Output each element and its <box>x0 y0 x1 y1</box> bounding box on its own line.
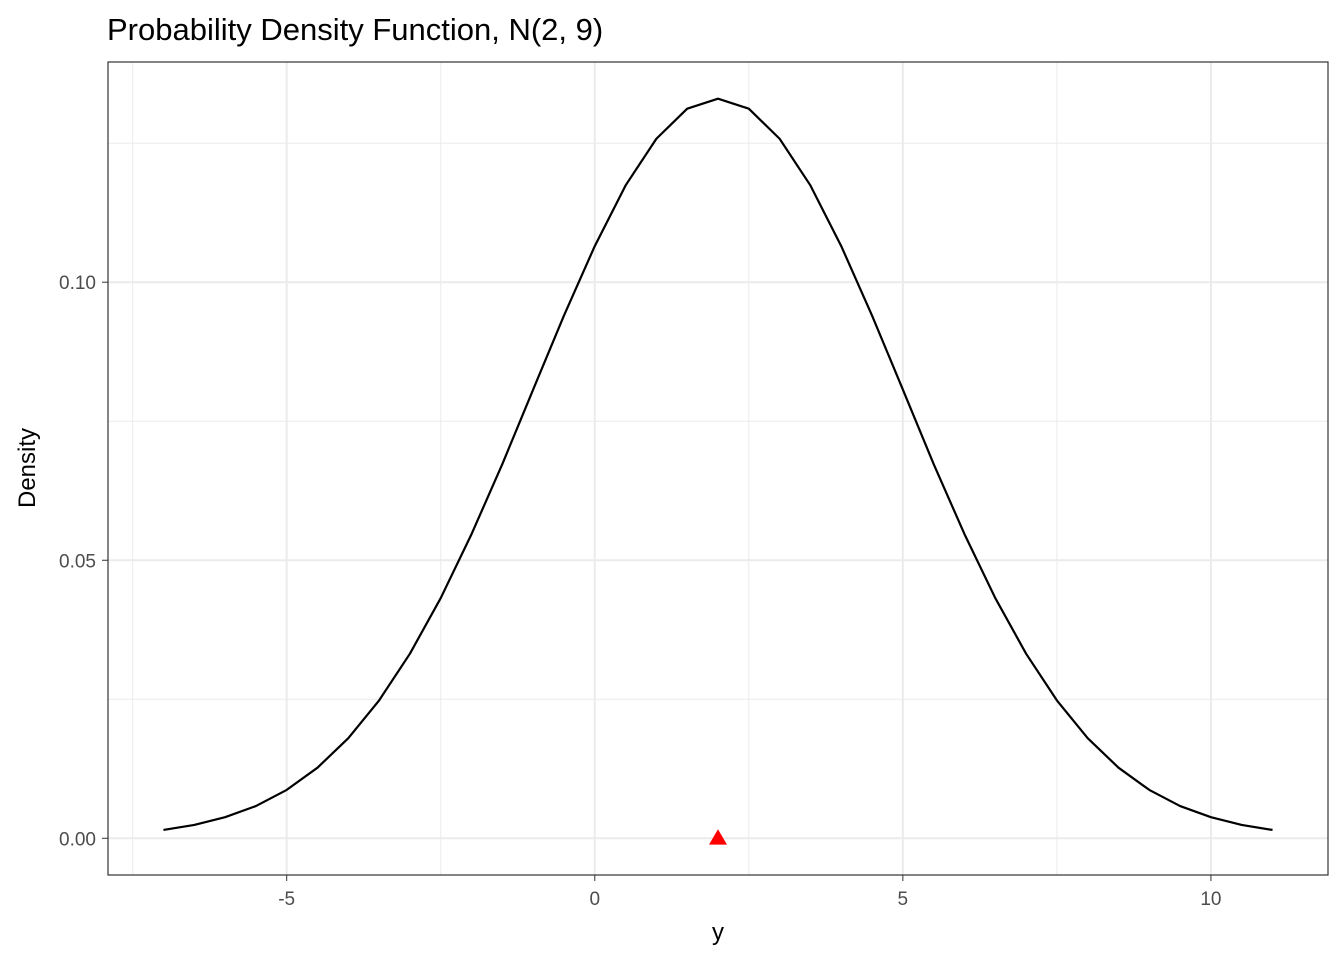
y-tick-label: 0.00 <box>59 829 96 850</box>
x-tick-label: 5 <box>898 889 909 910</box>
y-axis-label: Density <box>14 428 41 508</box>
panel-border <box>107 61 1329 876</box>
x-tick-label: -5 <box>278 889 295 910</box>
y-tick-label: 0.10 <box>59 273 96 294</box>
density-line <box>163 97 1273 832</box>
y-tick-label: 0.05 <box>59 551 96 572</box>
x-axis-label: y <box>712 919 724 946</box>
point <box>709 829 727 845</box>
x-tick-label: 10 <box>1200 889 1221 910</box>
x-tick-label: 0 <box>589 889 600 910</box>
chart-title: Probability Density Function, N(2, 9) <box>107 12 603 47</box>
